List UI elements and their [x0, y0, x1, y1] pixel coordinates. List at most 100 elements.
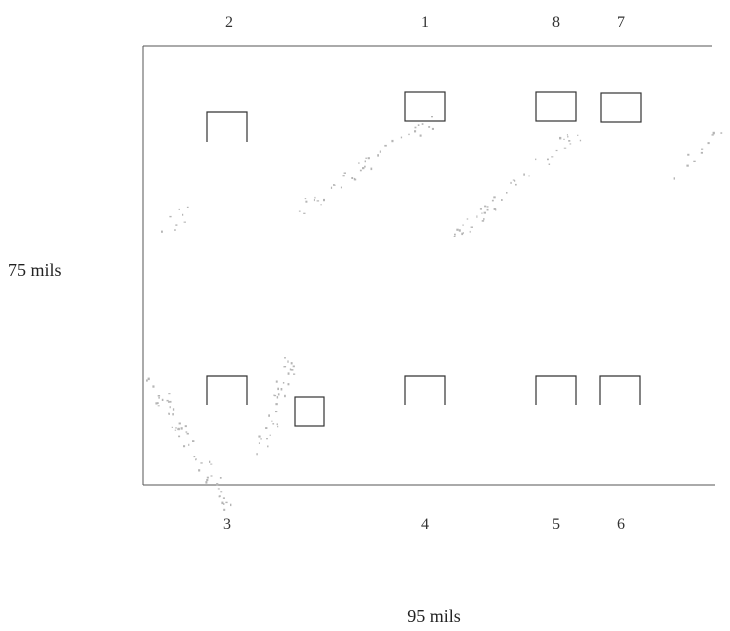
scan-speck	[183, 221, 186, 223]
die-outline	[142, 45, 715, 486]
scan-speck	[579, 139, 582, 142]
scan-speck	[174, 229, 176, 231]
scan-speck	[362, 167, 365, 170]
scan-speck	[225, 501, 228, 504]
scan-speck	[277, 387, 279, 391]
scan-speck	[258, 442, 260, 444]
scan-speck	[431, 116, 433, 118]
scan-speck	[216, 483, 219, 486]
scan-speck	[408, 133, 410, 136]
scan-speck	[495, 208, 497, 211]
scan-speck	[566, 134, 568, 136]
scan-speck	[220, 491, 223, 493]
scan-speck	[555, 149, 558, 152]
scan-speck	[567, 135, 569, 138]
height-dimension-label: 75 mils	[8, 260, 62, 280]
pad-2-open-bracket	[206, 111, 248, 142]
scan-speck	[209, 460, 211, 463]
scan-speck	[177, 428, 180, 430]
scan-speck	[414, 126, 417, 129]
scan-speck	[365, 157, 367, 159]
scan-speck	[182, 213, 184, 216]
scan-speck	[551, 156, 554, 158]
pad-7	[600, 92, 642, 123]
scan-speck	[453, 236, 456, 237]
scan-speck	[284, 394, 286, 398]
scan-speck	[172, 413, 174, 416]
scan-speck	[351, 177, 354, 179]
scan-speck	[523, 173, 525, 176]
scan-speck	[275, 411, 278, 413]
scan-speck	[693, 160, 696, 162]
scan-speck	[313, 199, 315, 202]
scan-speck	[711, 134, 714, 136]
scan-speck	[377, 154, 379, 157]
scan-speck	[456, 228, 459, 231]
scan-speck	[343, 172, 346, 174]
scan-speck	[483, 218, 485, 221]
scan-speck	[268, 414, 270, 417]
scan-speck	[290, 362, 293, 365]
scan-speck	[158, 397, 160, 399]
scan-speck	[323, 198, 325, 202]
scan-speck	[483, 211, 486, 214]
scan-speck	[258, 435, 261, 438]
scan-speck	[462, 232, 464, 234]
scan-speck	[287, 372, 290, 375]
pad-label-bottom-1: 3	[223, 516, 231, 533]
scan-speck	[469, 230, 471, 233]
scan-speck	[700, 151, 703, 154]
scan-speck	[223, 503, 225, 505]
pad-1	[404, 91, 446, 122]
scan-speck	[184, 425, 187, 428]
scan-speck	[276, 423, 278, 426]
pad-label-top-4: 7	[617, 14, 625, 31]
scan-speck	[391, 139, 394, 143]
scan-speck	[273, 394, 275, 396]
scan-speck	[428, 126, 431, 128]
scan-speck	[146, 379, 148, 382]
scan-speck	[183, 445, 186, 448]
top-pad-labels: 2 1 8 7	[225, 14, 625, 31]
scan-speck	[205, 481, 208, 484]
scan-speck	[230, 503, 232, 507]
pad-label-bottom-2: 4	[421, 516, 429, 533]
scan-speck	[166, 399, 169, 402]
scan-speck	[379, 150, 381, 153]
scan-speck	[559, 136, 562, 140]
scan-speck	[161, 398, 164, 401]
scan-speck	[304, 198, 307, 200]
scan-speck	[462, 224, 464, 226]
scan-speck	[178, 422, 181, 425]
scan-speck	[161, 230, 163, 233]
scan-speck	[291, 369, 294, 371]
bottom-pad-labels: 3 4 5 6	[223, 516, 625, 533]
scan-speck	[175, 427, 177, 429]
scan-speck	[431, 127, 434, 130]
scan-speck	[272, 423, 275, 425]
scan-speck	[292, 365, 295, 368]
scan-speck	[510, 181, 512, 184]
scan-speck	[282, 382, 285, 384]
scan-speck	[287, 383, 290, 386]
scan-speck	[275, 380, 278, 383]
scan-speck	[185, 431, 188, 433]
scan-speck	[287, 360, 289, 363]
width-dimension-label: 95 mils	[407, 606, 461, 626]
scan-speck	[157, 402, 159, 404]
scan-speck	[178, 435, 181, 438]
scan-speck	[687, 153, 690, 156]
scan-speck	[210, 475, 213, 477]
scan-speck	[168, 412, 170, 415]
scan-speck	[458, 229, 461, 232]
scan-speck	[169, 215, 172, 218]
scan-speck	[484, 205, 487, 208]
scan-speck	[157, 405, 160, 407]
scan-speck	[314, 196, 316, 199]
scan-speck	[157, 395, 161, 397]
scan-speck	[206, 479, 209, 482]
scan-speck	[359, 169, 362, 172]
scan-speck	[486, 206, 489, 208]
scan-speck	[370, 167, 373, 171]
pad-label-bottom-3: 5	[552, 516, 560, 533]
